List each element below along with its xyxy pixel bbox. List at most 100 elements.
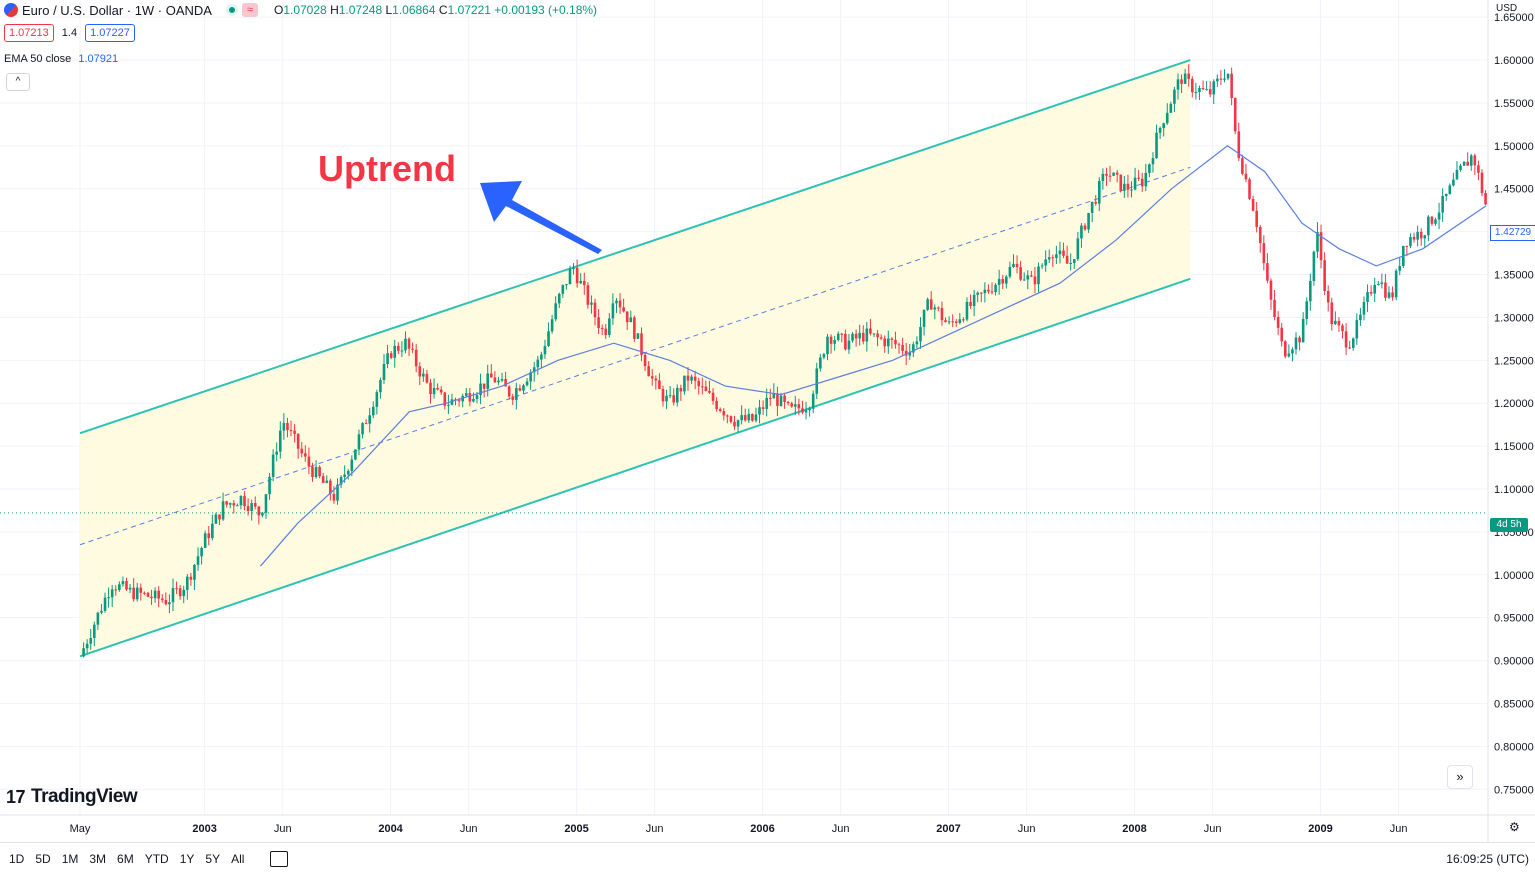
candle-body bbox=[997, 279, 1001, 285]
candle-body bbox=[650, 376, 654, 379]
candle-body bbox=[1291, 349, 1294, 354]
range-1d[interactable]: 1D bbox=[9, 852, 25, 866]
candle-body bbox=[1080, 225, 1083, 239]
candle-body bbox=[1366, 291, 1369, 303]
range-6m[interactable]: 6M bbox=[117, 852, 134, 866]
range-5d[interactable]: 5D bbox=[35, 852, 51, 866]
candle-body bbox=[1391, 292, 1394, 298]
candle-body bbox=[200, 547, 203, 557]
candle-body bbox=[293, 430, 296, 434]
x-tick-label: Jun bbox=[1018, 823, 1036, 835]
y-tick-label: 0.75000 bbox=[1494, 784, 1534, 796]
candle-body bbox=[243, 496, 246, 507]
gear-icon[interactable]: ⚙ bbox=[1509, 820, 1520, 834]
candle-body bbox=[489, 373, 493, 378]
candle-body bbox=[951, 321, 954, 323]
utc-clock[interactable]: 16:09:25 (UTC) bbox=[1446, 852, 1529, 866]
candle-body bbox=[175, 588, 178, 590]
candle-body bbox=[1065, 255, 1069, 264]
candle-body bbox=[858, 332, 861, 339]
uptrend-annotation[interactable]: Uptrend bbox=[318, 148, 456, 189]
candle-body bbox=[704, 386, 708, 391]
candle-body bbox=[1251, 198, 1255, 211]
candle-body bbox=[1180, 79, 1183, 84]
candle-body bbox=[901, 345, 904, 351]
candle-body bbox=[990, 291, 994, 293]
range-1m[interactable]: 1M bbox=[61, 852, 79, 866]
candle-body bbox=[1380, 282, 1384, 284]
sell-button[interactable]: 1.07213 bbox=[4, 24, 54, 42]
candle-body bbox=[1005, 276, 1008, 284]
candle-body bbox=[1348, 347, 1351, 349]
range-5y[interactable]: 5Y bbox=[205, 852, 221, 866]
range-ytd[interactable]: YTD bbox=[144, 852, 169, 866]
candle-body bbox=[271, 454, 275, 477]
candle-body bbox=[840, 333, 844, 335]
candle-body bbox=[400, 350, 404, 352]
buy-button[interactable]: 1.07227 bbox=[85, 24, 135, 42]
candle-body bbox=[1480, 172, 1484, 194]
candle-body bbox=[1051, 257, 1055, 259]
chevron-up-icon[interactable]: ^ bbox=[6, 73, 30, 91]
tradingview-logo[interactable]: 17 TradingView bbox=[6, 786, 138, 808]
candle-body bbox=[844, 333, 847, 350]
candle-body bbox=[786, 401, 790, 404]
range-3m[interactable]: 3M bbox=[89, 852, 107, 866]
candle-body bbox=[1477, 165, 1480, 173]
candle-body bbox=[221, 501, 225, 520]
candle-body bbox=[668, 395, 672, 397]
data-wave-icon[interactable]: ≈ bbox=[241, 3, 258, 17]
candle-body bbox=[1105, 173, 1108, 176]
calendar-icon[interactable] bbox=[270, 851, 289, 867]
candle-body bbox=[1316, 232, 1319, 252]
candle-body bbox=[332, 493, 336, 501]
candle-body bbox=[597, 317, 600, 329]
candle-body bbox=[1441, 195, 1444, 213]
range-all[interactable]: All bbox=[231, 852, 245, 866]
candle-body bbox=[829, 336, 833, 344]
candle-body bbox=[379, 379, 382, 393]
candle-body bbox=[364, 423, 368, 425]
uptrend-arrow-icon bbox=[480, 181, 602, 254]
candle-body bbox=[1040, 265, 1044, 267]
candle-body bbox=[1030, 275, 1033, 277]
candle-body bbox=[475, 395, 479, 399]
candle-body bbox=[1087, 213, 1090, 230]
candle-body bbox=[1230, 73, 1233, 99]
candle-body bbox=[536, 359, 540, 368]
bid-ask-row: 1.07213 1.4 1.07227 bbox=[4, 24, 135, 42]
candle-body bbox=[554, 303, 557, 320]
candle-body bbox=[622, 307, 625, 312]
candle-body bbox=[214, 514, 218, 524]
candle-body bbox=[1258, 226, 1262, 244]
candle-body bbox=[143, 592, 146, 594]
candle-body bbox=[826, 336, 829, 355]
range-1y[interactable]: 1Y bbox=[179, 852, 195, 866]
candle-body bbox=[1148, 164, 1151, 173]
candle-body bbox=[1294, 337, 1298, 350]
candle-body bbox=[346, 470, 350, 475]
candle-body bbox=[947, 321, 951, 323]
candle-body bbox=[1158, 128, 1162, 133]
candle-body bbox=[375, 392, 379, 407]
candle-body bbox=[439, 389, 443, 393]
candle-body bbox=[518, 388, 522, 391]
currency-selector[interactable]: USD bbox=[1496, 3, 1518, 14]
candle-body bbox=[929, 299, 933, 310]
symbol-title[interactable]: Euro / U.S. Dollar · 1W · OANDA bbox=[22, 2, 212, 18]
x-tick-label: Jun bbox=[1204, 823, 1222, 835]
x-tick-label: 2006 bbox=[750, 823, 774, 835]
candle-body bbox=[1205, 89, 1208, 91]
candle-body bbox=[103, 597, 107, 611]
candle-body bbox=[582, 280, 586, 286]
candle-body bbox=[1334, 320, 1337, 325]
candle-body bbox=[171, 588, 175, 603]
candle-body bbox=[493, 377, 497, 383]
candle-body bbox=[636, 333, 640, 339]
candle-body bbox=[729, 416, 733, 422]
scroll-to-realtime-button[interactable]: » bbox=[1447, 765, 1473, 789]
candle-body bbox=[250, 502, 253, 511]
indicator-legend[interactable]: EMA 50 close 1.07921 bbox=[4, 53, 118, 65]
market-status-icon[interactable] bbox=[225, 4, 238, 16]
